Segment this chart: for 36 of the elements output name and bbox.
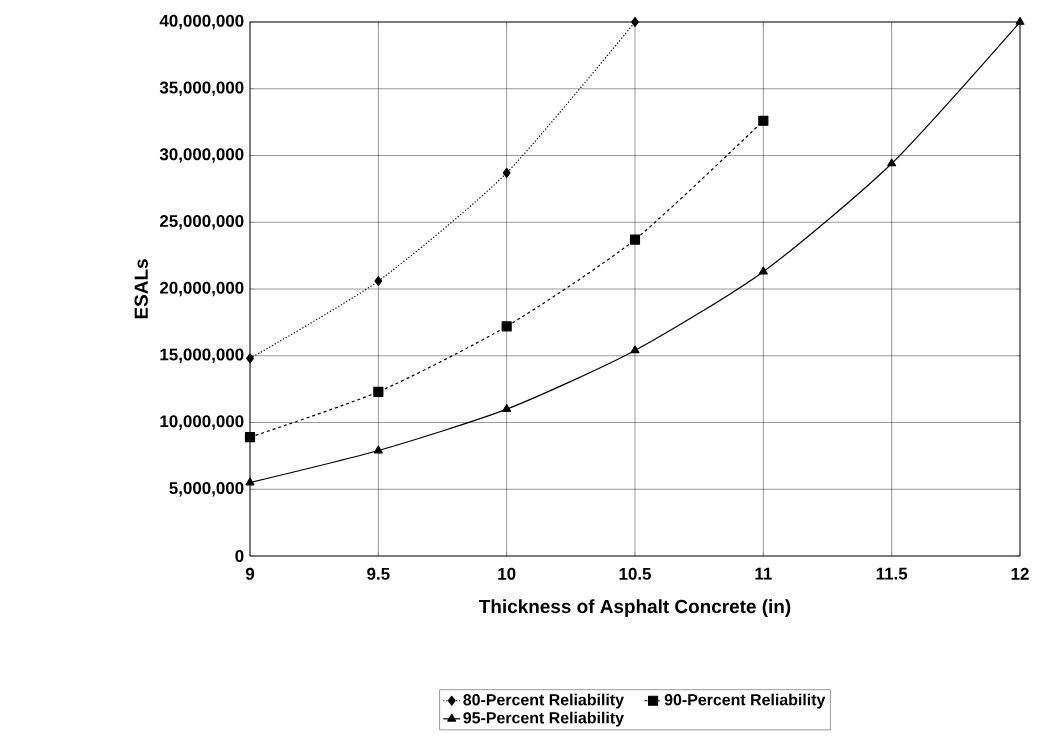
y-tick-label: 20,000,000 <box>159 281 244 297</box>
point <box>373 386 384 397</box>
y-tick-label: 5,000,000 <box>169 482 244 497</box>
point <box>501 321 512 332</box>
y-tick-label: 10,000,000 <box>160 415 244 430</box>
point <box>887 158 897 167</box>
legend-label: 90-Percent Reliability <box>664 693 826 709</box>
y-tick-label: 25,000,000 <box>159 215 244 230</box>
point <box>244 432 256 443</box>
y-tick-label: 15,000,000 <box>160 348 244 363</box>
point <box>629 234 641 245</box>
legend-label: 95-Percent Reliability <box>463 711 624 727</box>
point <box>758 266 768 275</box>
x-tick-label: 11 <box>755 567 772 580</box>
x-tick-label: 9 <box>245 567 255 580</box>
y-tick-label: 40,000,000 <box>159 14 244 30</box>
point <box>630 345 640 354</box>
x-tick-label: 12 <box>1011 567 1029 580</box>
point <box>373 445 383 454</box>
x-tick-label: 11.5 <box>876 567 908 580</box>
point <box>246 353 254 364</box>
point <box>758 115 769 126</box>
point <box>245 477 255 486</box>
y-tick-label: 35,000,000 <box>159 81 244 96</box>
x-axis-title: Thickness of Asphalt Concrete (in) <box>479 599 791 617</box>
x-tick-label: 9.5 <box>367 567 390 580</box>
y-tick-label: 30,000,000 <box>159 148 244 163</box>
y-tick-label: 0 <box>235 550 244 562</box>
x-tick-label: 10 <box>498 567 516 580</box>
point <box>502 167 511 178</box>
point <box>502 404 512 412</box>
legend-label: 80-Percent Reliability <box>463 693 624 709</box>
y-axis-title: ESALs <box>134 259 148 319</box>
point <box>1015 16 1025 25</box>
point <box>374 275 383 287</box>
x-tick-label: 10.5 <box>619 567 652 580</box>
